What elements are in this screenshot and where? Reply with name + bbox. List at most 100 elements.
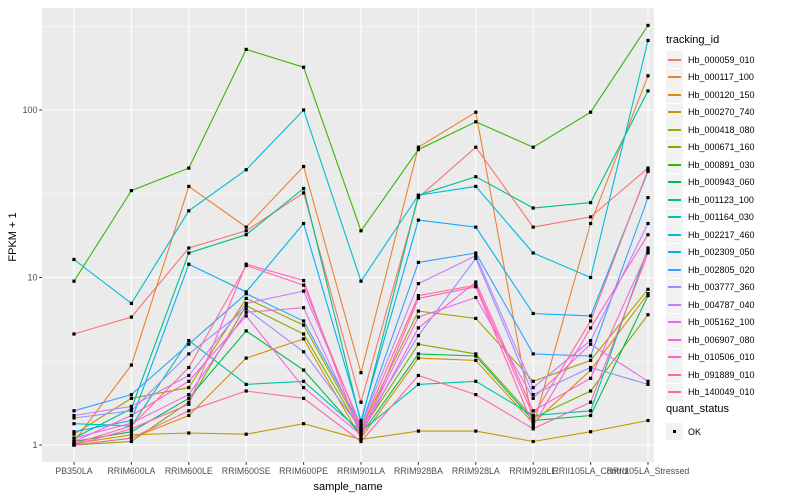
data-point [302, 278, 306, 283]
data-point [474, 280, 478, 284]
data-point [244, 263, 248, 268]
data-point [129, 421, 133, 425]
data-point [531, 413, 535, 418]
legend-entry-label: Hb_000117_100 [688, 72, 754, 83]
data-point [416, 196, 420, 200]
data-point [416, 218, 420, 222]
data-point [244, 296, 248, 300]
data-point [359, 400, 363, 404]
legend-line-swatch-icon [668, 303, 681, 306]
data-point [359, 427, 363, 431]
data-point [302, 337, 306, 341]
data-point [474, 120, 478, 124]
data-point [129, 418, 133, 423]
data-point [244, 168, 248, 172]
data-point [589, 430, 593, 434]
data-point [244, 301, 248, 305]
legend-line-swatch-icon [668, 391, 681, 394]
data-point [646, 418, 650, 423]
data-point [589, 319, 593, 323]
data-point [129, 407, 133, 411]
data-point [531, 418, 535, 423]
data-point [359, 229, 363, 233]
data-point [302, 379, 306, 383]
data-point [474, 184, 478, 188]
data-point [474, 251, 478, 255]
data-point [302, 368, 306, 372]
data-point [646, 38, 650, 43]
data-point [129, 393, 133, 397]
data-point [244, 225, 248, 229]
x-axis-title: sample_name [313, 481, 383, 493]
legend-entry-Hb_010506_010: Hb_010506_010 [666, 348, 755, 367]
data-point [589, 368, 593, 372]
data-point [244, 314, 248, 318]
data-point [531, 386, 535, 390]
data-point [474, 225, 478, 229]
legend-line-swatch-icon [668, 338, 681, 341]
data-point [302, 350, 306, 354]
legend-key-box [666, 313, 683, 331]
data-point [129, 424, 133, 428]
x-tick-label: RRIM600PE [279, 466, 328, 476]
data-point [72, 430, 76, 434]
data-point [474, 316, 478, 320]
data-point [302, 289, 306, 293]
data-point [244, 290, 248, 294]
data-point [302, 323, 306, 327]
data-point [646, 233, 650, 237]
data-point [646, 89, 650, 93]
data-point [531, 145, 535, 149]
legend-entry-label: OK [688, 426, 702, 437]
data-point [416, 352, 420, 356]
data-point [72, 416, 76, 420]
legend-line-swatch-icon [668, 181, 681, 184]
legend-title-quant-status: quant_status [666, 403, 729, 415]
legend-entry-label: Hb_000943_060 [688, 177, 755, 188]
legend-key-box [666, 366, 683, 384]
data-point [359, 430, 363, 434]
data-point [72, 257, 76, 262]
data-point [589, 110, 593, 114]
legend-entry-label: Hb_003777_360 [688, 282, 755, 293]
data-point [416, 260, 420, 264]
data-point [646, 287, 650, 291]
data-point [646, 292, 650, 296]
data-point [187, 431, 191, 435]
x-tick-label: RRII105LA_Control [552, 466, 628, 476]
legend-entry-label: Hb_006907_080 [688, 334, 755, 345]
legend-key-box [666, 103, 683, 121]
data-point [646, 248, 650, 253]
data-point [589, 358, 593, 362]
data-point [302, 221, 306, 226]
data-point [302, 332, 306, 336]
legend-line-swatch-icon [668, 76, 681, 79]
legend-entry-label: Hb_001164_030 [688, 212, 754, 223]
legend-entry-Hb_001164_030: Hb_001164_030 [666, 208, 754, 227]
data-point [416, 356, 420, 360]
data-point [416, 145, 420, 149]
data-point [589, 201, 593, 205]
data-point [302, 65, 306, 69]
data-point [302, 191, 306, 195]
data-point [129, 363, 133, 367]
data-point [416, 373, 420, 378]
legend-entry-label: Hb_002309_050 [688, 247, 755, 258]
y-axis-title: FPKM + 1 [7, 212, 19, 262]
x-tick-label: RRII105LA_Stressed [607, 466, 690, 476]
legend-key-box [666, 121, 683, 139]
data-point [187, 402, 191, 406]
legend-entry-Hb_000671_160: Hb_000671_160 [666, 138, 755, 157]
legend-key-box [666, 208, 683, 226]
legend-entry-label: Hb_005162_100 [688, 317, 755, 328]
legend-line-swatch-icon [668, 356, 681, 359]
data-point [359, 371, 363, 375]
data-point [589, 376, 593, 380]
data-point [646, 23, 650, 27]
data-point [589, 354, 593, 358]
legend-title-tracking-id: tracking_id [666, 34, 720, 46]
legend-entry-label: Hb_002805_020 [688, 264, 755, 275]
data-point [129, 433, 133, 437]
data-point [589, 409, 593, 413]
data-point [302, 386, 306, 390]
